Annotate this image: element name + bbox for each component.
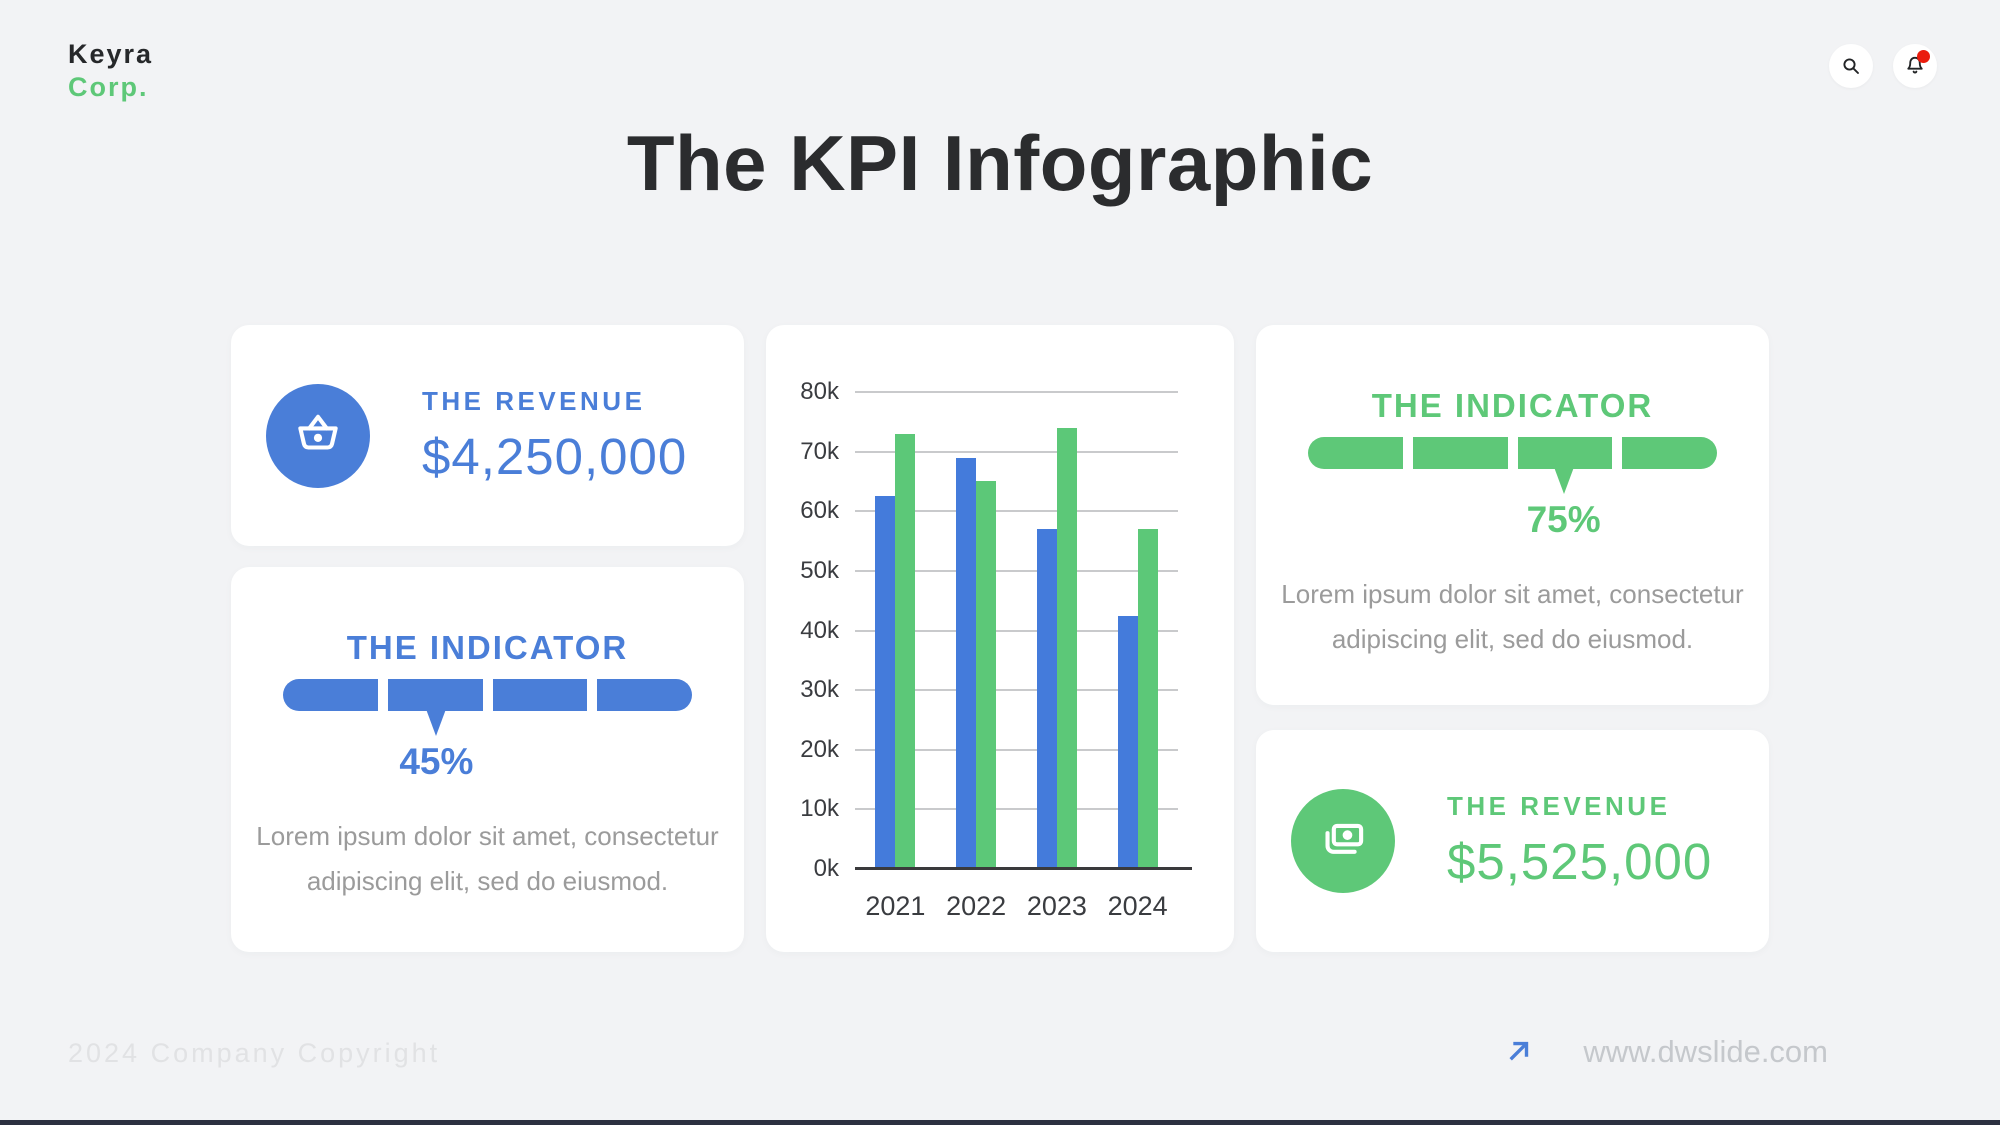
y-tick-label: 40k (800, 616, 839, 644)
indicator-label: THE INDICATOR (346, 629, 629, 666)
indicator-percent: 75% (1526, 499, 1601, 540)
y-tick-label: 60k (800, 497, 839, 525)
arrow-up-right-icon (1505, 1035, 1535, 1070)
y-tick-label: 50k (800, 556, 839, 584)
search-button[interactable] (1829, 44, 1873, 88)
bar-group-2021 (875, 392, 916, 869)
revenue-text-block: THE REVENUE $5,525,000 (1447, 791, 1712, 891)
bar-blue-2022 (956, 457, 977, 869)
indicator-description: Lorem ipsum dolor sit amet, consectetur … (256, 821, 719, 896)
gridline (855, 629, 1178, 632)
indicator-label: THE INDICATOR (1371, 387, 1654, 424)
indicator-card-green: THE INDICATOR 75% Lorem ipsum dolor sit … (1256, 325, 1769, 705)
bar-green-2024 (1137, 529, 1158, 869)
chart-plot: 0k 10k 20k 30k 40k 50k 60k 70k 80k 2021 2022 2023 20… (800, 378, 1192, 921)
pointer-arrow (1553, 467, 1574, 494)
gridline (855, 689, 1178, 692)
y-tick-label: 80k (800, 378, 839, 405)
copyright-text: 2024 Company Copyright (68, 1038, 441, 1068)
indicator-card-blue: THE INDICATOR 45% Lorem ipsum dolor sit … (231, 567, 744, 952)
website-text: www.dwslide.com (1583, 1034, 1828, 1069)
revenue-text-block: THE REVENUE $4,250,000 (422, 386, 687, 486)
bar-blue-2023 (1036, 529, 1057, 869)
bar-segment (387, 679, 483, 711)
website-link[interactable]: www.dwslide.com (1505, 1034, 1828, 1070)
revenue-value: $4,250,000 (422, 427, 688, 485)
indicator-bar: 75% (1308, 437, 1717, 540)
x-tick-label: 2023 (1026, 891, 1087, 921)
revenue-icon-circle (1291, 789, 1395, 893)
revenue-icon-circle (266, 383, 370, 488)
kpi-grid: THE REVENUE $4,250,000 THE INDICATOR 45%… (231, 325, 1770, 952)
chart-card: 0k 10k 20k 30k 40k 50k 60k 70k 80k 2021 2022 2023 20… (766, 325, 1234, 952)
bar-group-2024 (1117, 392, 1158, 869)
revenue-label: THE REVENUE (1447, 791, 1671, 821)
revenue-value: $5,525,000 (1447, 833, 1713, 890)
gridline (855, 569, 1178, 572)
bar-segment (1412, 437, 1508, 469)
bar-blue-2024 (1117, 615, 1138, 869)
x-tick-label: 2021 (865, 891, 926, 921)
y-tick-label: 70k (800, 437, 839, 465)
gridline (855, 391, 1178, 393)
y-tick-label: 0k (813, 855, 839, 882)
indicator-description: Lorem ipsum dolor sit amet, consectetur … (1281, 579, 1744, 654)
bar-segment (283, 679, 378, 711)
segment-bar (1308, 437, 1717, 469)
revenue-card-blue: THE REVENUE $4,250,000 (231, 325, 744, 546)
gridline (855, 748, 1178, 751)
indicator-bar: 45% (283, 679, 692, 782)
x-axis-line (855, 867, 1192, 870)
notifications-button[interactable] (1893, 44, 1937, 88)
gridline (855, 510, 1178, 513)
bar-green-2021 (895, 433, 916, 869)
bar-segment (597, 679, 692, 711)
bar-green-2023 (1056, 427, 1077, 869)
header-actions (1829, 44, 1937, 88)
bar-segment (492, 679, 588, 711)
middle-column: 0k 10k 20k 30k 40k 50k 60k 70k 80k 2021 2022 2023 20… (766, 325, 1234, 952)
brand-line1: Keyra (68, 39, 154, 69)
bar-group-2023 (1036, 392, 1077, 869)
left-column: THE REVENUE $4,250,000 THE INDICATOR 45%… (231, 325, 744, 952)
basket-icon (289, 404, 347, 467)
gridline (855, 808, 1178, 811)
indicator-percent: 45% (399, 741, 474, 782)
x-tick-label: 2024 (1107, 891, 1168, 921)
revenue-card-green: THE REVENUE $5,525,000 (1256, 730, 1769, 952)
bar-group-2022 (956, 392, 997, 869)
money-icon (1314, 810, 1372, 873)
x-tick-label: 2022 (946, 891, 1007, 921)
bar-blue-2021 (875, 496, 896, 869)
gridline (855, 450, 1178, 453)
y-tick-label: 20k (800, 735, 839, 763)
revenue-label: THE REVENUE (422, 385, 646, 416)
pointer-arrow (426, 709, 447, 736)
page-title: The KPI Infographic (626, 119, 1374, 207)
notification-dot (1917, 50, 1930, 63)
bar-segment (1308, 437, 1403, 469)
bar-segment (1622, 437, 1717, 469)
right-column: THE INDICATOR 75% Lorem ipsum dolor sit … (1256, 325, 1769, 952)
search-icon (1839, 54, 1863, 78)
segment-bar (283, 679, 692, 711)
brand-logo: Keyra Corp. (68, 38, 153, 104)
y-tick-label: 10k (800, 795, 839, 823)
bar-green-2022 (976, 481, 997, 869)
brand-line2: Corp. (68, 71, 149, 102)
bottom-accent-bar (0, 1120, 2000, 1125)
bar-segment (1517, 437, 1613, 469)
y-tick-label: 30k (800, 676, 839, 704)
